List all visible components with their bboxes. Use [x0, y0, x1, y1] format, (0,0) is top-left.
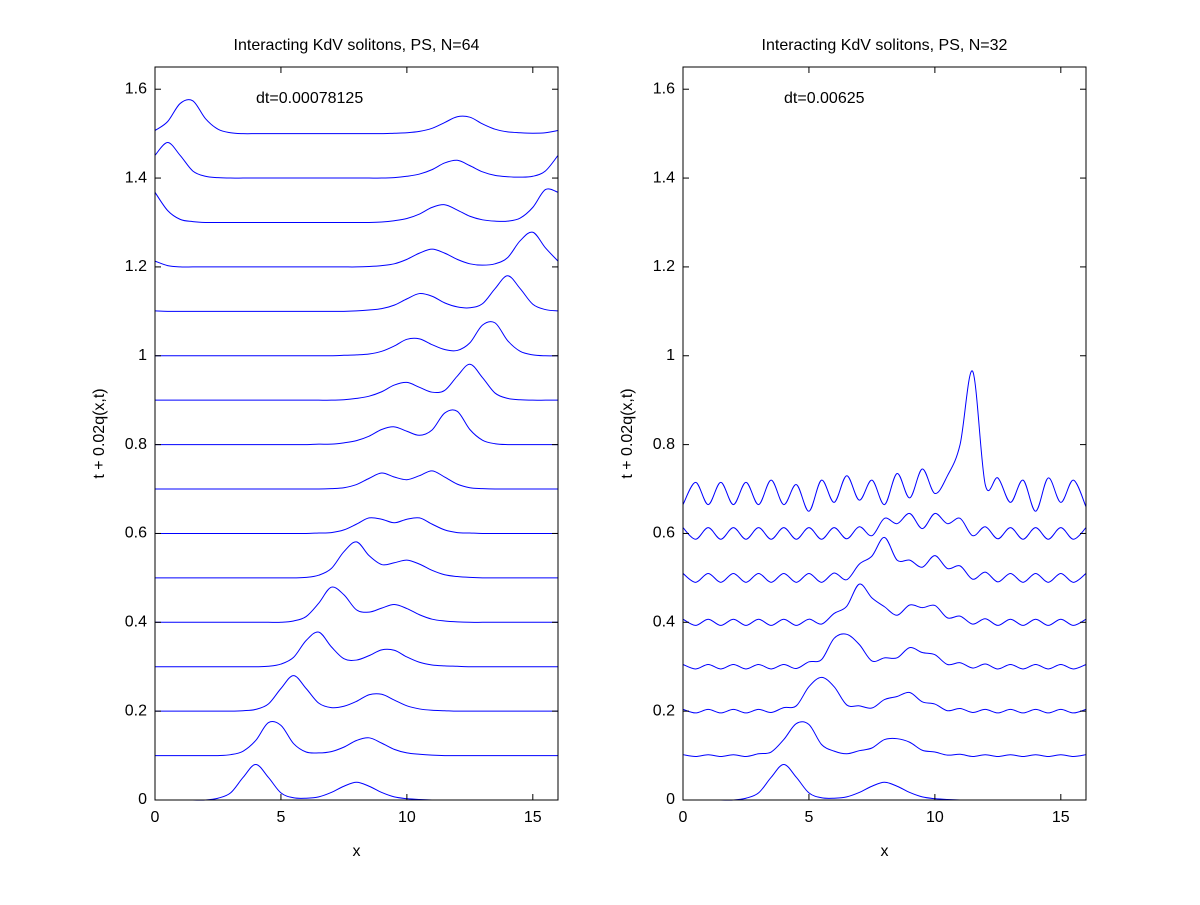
x-tick-label: 10 — [926, 809, 944, 826]
x-tick-label: 5 — [804, 809, 813, 826]
y-tick-label: 0.2 — [653, 702, 675, 719]
data-line — [154, 231, 559, 268]
chart-title: Interacting KdV solitons, PS, N=64 — [234, 37, 480, 54]
annotation: dt=0.00625 — [784, 90, 865, 107]
subplot: 0 5 10 15 0 0.2 0.4 0.6 0.8 1 1.2 1.4 1.6 Interacting… — [619, 37, 1087, 860]
y-tick-label: 1 — [138, 347, 147, 364]
y-axis-label: t + 0.02q(x,t) — [91, 388, 108, 478]
data-line — [682, 676, 1087, 714]
x-tick-label: 0 — [679, 809, 688, 826]
x-tick-label: 15 — [1052, 809, 1070, 826]
y-tick-label: 0 — [138, 791, 147, 808]
data-line — [155, 586, 558, 623]
data-line — [154, 470, 558, 490]
y-tick-label: 0.6 — [653, 525, 675, 542]
y-tick-label: 0.6 — [125, 525, 147, 542]
axes-frame — [682, 66, 1087, 801]
data-line — [682, 583, 1087, 626]
x-axis-label: x — [353, 843, 361, 860]
subplot: 0 5 10 15 0 0.2 0.4 0.6 0.8 1 1.2 1.4 1.6 Interacting… — [91, 37, 559, 860]
data-line — [154, 541, 558, 579]
x-tick-label: 5 — [276, 809, 285, 826]
data-line — [154, 99, 559, 135]
data-line — [155, 631, 558, 668]
x-tick-label: 0 — [151, 809, 160, 826]
y-tick-label: 0 — [666, 791, 675, 808]
data-line — [154, 275, 559, 312]
annotation: dt=0.00078125 — [256, 90, 363, 107]
x-tick-label: 10 — [398, 809, 416, 826]
data-line — [154, 675, 558, 712]
data-line — [154, 363, 558, 401]
y-tick-label: 1.4 — [125, 169, 147, 186]
data-line — [154, 188, 559, 224]
y-tick-label: 0.4 — [125, 614, 147, 631]
data-line — [155, 321, 559, 357]
data-line — [682, 536, 1087, 583]
chart-title: Interacting KdV solitons, PS, N=32 — [762, 37, 1008, 54]
plot-area — [155, 67, 558, 800]
data-line — [154, 721, 558, 757]
data-line — [154, 517, 558, 534]
data-line — [155, 409, 558, 446]
y-tick-label: 0.4 — [653, 614, 675, 631]
y-tick-label: 1.4 — [653, 169, 675, 186]
x-axis-label: x — [881, 843, 889, 860]
y-tick-label: 0.2 — [125, 702, 147, 719]
y-tick-label: 1.6 — [653, 80, 675, 97]
data-line — [682, 721, 1087, 757]
y-tick-label: 1.2 — [125, 258, 147, 275]
y-tick-label: 0.8 — [125, 436, 147, 453]
data-line — [682, 633, 1087, 670]
y-tick-label: 1 — [666, 347, 675, 364]
y-axis-label: t + 0.02q(x,t) — [619, 388, 636, 478]
data-line — [154, 142, 559, 179]
x-tick-label: 15 — [524, 809, 542, 826]
y-tick-label: 1.6 — [125, 80, 147, 97]
y-tick-label: 0.8 — [653, 436, 675, 453]
data-line — [682, 370, 1087, 512]
plot-area — [683, 67, 1086, 800]
data-line — [682, 512, 1087, 540]
axes-frame — [154, 66, 559, 801]
y-tick-label: 1.2 — [653, 258, 675, 275]
